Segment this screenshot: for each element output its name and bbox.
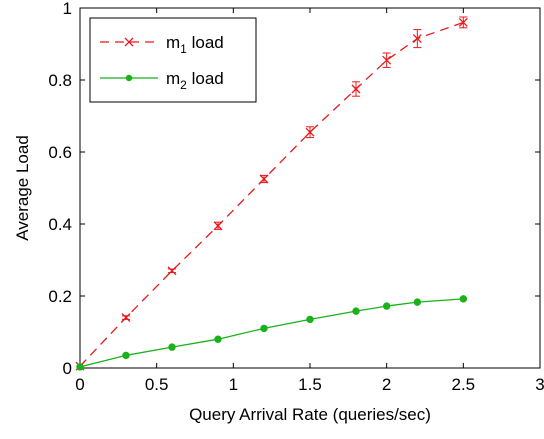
legend: m1 load m2 load bbox=[89, 17, 257, 103]
x-tick-label: 1 bbox=[229, 375, 238, 394]
data-point bbox=[260, 324, 268, 333]
series-line bbox=[79, 298, 464, 368]
data-point bbox=[459, 295, 468, 303]
data-point bbox=[351, 84, 361, 94]
data-point bbox=[121, 313, 131, 323]
data-point bbox=[213, 221, 223, 231]
legend-marker bbox=[124, 37, 134, 47]
data-point bbox=[76, 363, 84, 371]
x-axis-label: Query Arrival Rate (queries/sec) bbox=[189, 405, 431, 424]
axis-ticks: 0 0.5 1 1.5 2 2.5 3 0 0.2 0.4 0.6 0.8 1 bbox=[48, 0, 544, 394]
marker-stroke bbox=[213, 221, 223, 231]
data-point bbox=[259, 174, 269, 184]
x-tick-label: 2.5 bbox=[452, 375, 476, 394]
x-tick-label: 1.5 bbox=[298, 375, 322, 394]
legend-marker bbox=[125, 74, 133, 82]
y-axis-label: Average Load bbox=[13, 135, 32, 241]
marker-stroke bbox=[305, 127, 315, 137]
legend-label: m1 load bbox=[166, 33, 224, 56]
series-line bbox=[79, 21, 464, 367]
data-point bbox=[214, 335, 222, 343]
data-point bbox=[167, 266, 177, 276]
marker-stroke bbox=[382, 55, 392, 65]
series-2 bbox=[76, 295, 468, 371]
data-point bbox=[413, 298, 422, 306]
x-tick-label: 2 bbox=[382, 375, 391, 394]
legend-box bbox=[89, 17, 257, 103]
data-point bbox=[352, 307, 360, 315]
data-point bbox=[168, 343, 176, 351]
legend-item-2: m2 load bbox=[100, 69, 224, 92]
x-tick-label: 0.5 bbox=[145, 375, 169, 394]
series-layer bbox=[75, 16, 468, 371]
data-point bbox=[382, 55, 392, 65]
marker-stroke bbox=[458, 17, 468, 27]
marker-stroke bbox=[121, 313, 131, 323]
x-tick-label: 0 bbox=[75, 375, 84, 394]
data-point bbox=[412, 34, 422, 44]
marker-stroke bbox=[259, 174, 269, 184]
legend-label: m2 load bbox=[166, 69, 224, 92]
legend-item-1: m1 load bbox=[100, 33, 224, 56]
marker-stroke bbox=[167, 266, 177, 276]
y-tick-label: 0.8 bbox=[48, 71, 72, 90]
y-tick-label: 0 bbox=[63, 359, 72, 378]
y-tick-label: 0.6 bbox=[48, 143, 72, 162]
y-tick-label: 0.4 bbox=[48, 215, 72, 234]
data-point bbox=[306, 315, 314, 324]
data-point bbox=[122, 351, 130, 360]
data-point bbox=[305, 127, 315, 137]
data-point bbox=[382, 302, 391, 310]
marker-stroke bbox=[351, 84, 361, 94]
y-tick-label: 1 bbox=[63, 0, 72, 18]
data-point bbox=[458, 17, 468, 27]
y-tick-label: 0.2 bbox=[48, 287, 72, 306]
marker-stroke bbox=[412, 34, 422, 44]
x-tick-label: 3 bbox=[535, 375, 544, 394]
